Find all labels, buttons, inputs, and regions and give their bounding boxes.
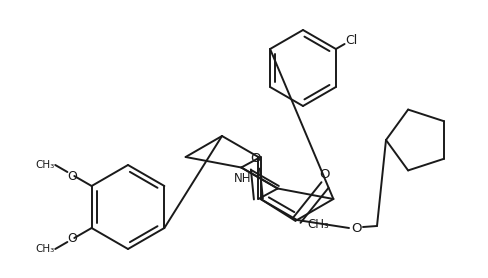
Text: Cl: Cl: [346, 34, 358, 46]
Text: NH: NH: [234, 173, 251, 185]
Text: CH₃: CH₃: [35, 244, 55, 254]
Text: CH₃: CH₃: [35, 160, 55, 170]
Text: O: O: [352, 222, 362, 235]
Text: O: O: [320, 168, 330, 182]
Text: CH₃: CH₃: [307, 219, 329, 232]
Text: O: O: [67, 232, 77, 244]
Text: O: O: [67, 170, 77, 182]
Text: O: O: [250, 153, 261, 165]
